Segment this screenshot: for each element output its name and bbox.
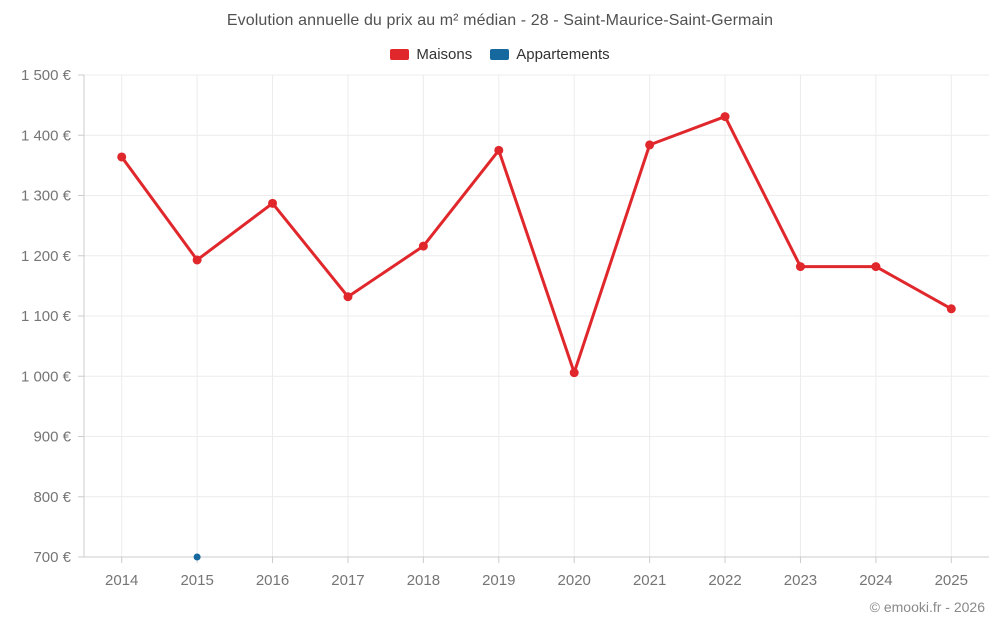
appartements-swatch-icon	[490, 49, 510, 60]
x-axis-label: 2023	[784, 572, 817, 589]
x-axis-label: 2017	[331, 572, 364, 589]
x-axis-label: 2025	[935, 572, 968, 589]
y-axis-label: 700 €	[33, 549, 71, 566]
x-axis-label: 2020	[558, 572, 591, 589]
x-axis-label: 2022	[708, 572, 741, 589]
x-axis-label: 2016	[256, 572, 289, 589]
y-axis-label: 1 300 €	[21, 188, 72, 205]
y-axis-label: 900 €	[33, 429, 71, 446]
maisons-point-2025[interactable]	[946, 304, 956, 314]
maisons-point-2021[interactable]	[645, 140, 655, 150]
legend-item-maisons[interactable]: Maisons	[390, 46, 472, 63]
x-axis-label: 2015	[180, 572, 213, 589]
appartements-point-2015[interactable]	[193, 553, 201, 561]
y-axis-label: 1 500 €	[21, 67, 72, 84]
maisons-point-2017[interactable]	[343, 292, 353, 302]
y-axis-label: 1 400 €	[21, 127, 72, 144]
legend-item-appartements[interactable]: Appartements	[490, 46, 610, 63]
maisons-point-2015[interactable]	[192, 255, 202, 265]
y-axis-label: 1 000 €	[21, 368, 72, 385]
maisons-series-line	[120, 115, 953, 375]
y-axis-label: 1 200 €	[21, 248, 72, 265]
x-axis-label: 2014	[105, 572, 138, 589]
maisons-point-2024[interactable]	[871, 262, 881, 272]
x-axis-label: 2024	[859, 572, 892, 589]
maisons-point-2014[interactable]	[117, 152, 127, 162]
x-axis-label: 2019	[482, 572, 515, 589]
chart-title: Evolution annuelle du prix au m² médian …	[226, 12, 774, 29]
maisons-swatch-icon	[390, 49, 410, 60]
maisons-point-2020[interactable]	[569, 368, 579, 378]
x-axis-label: 2021	[633, 572, 666, 589]
copyright-text: © emooki.fr - 2026	[869, 599, 985, 615]
y-axis-label: 1 100 €	[21, 308, 72, 325]
maisons-point-2016[interactable]	[268, 198, 278, 208]
x-axis-label: 2018	[407, 572, 440, 589]
legend-label-maisons: Maisons	[416, 46, 473, 63]
y-axis-label: 800 €	[33, 489, 71, 506]
legend-label-appartements: Appartements	[516, 46, 610, 63]
maisons-point-2019[interactable]	[494, 145, 504, 155]
maisons-point-2022[interactable]	[720, 112, 730, 122]
chart-legend: Maisons Appartements	[0, 46, 1000, 63]
maisons-point-2018[interactable]	[418, 241, 428, 251]
maisons-point-2023[interactable]	[795, 262, 805, 272]
